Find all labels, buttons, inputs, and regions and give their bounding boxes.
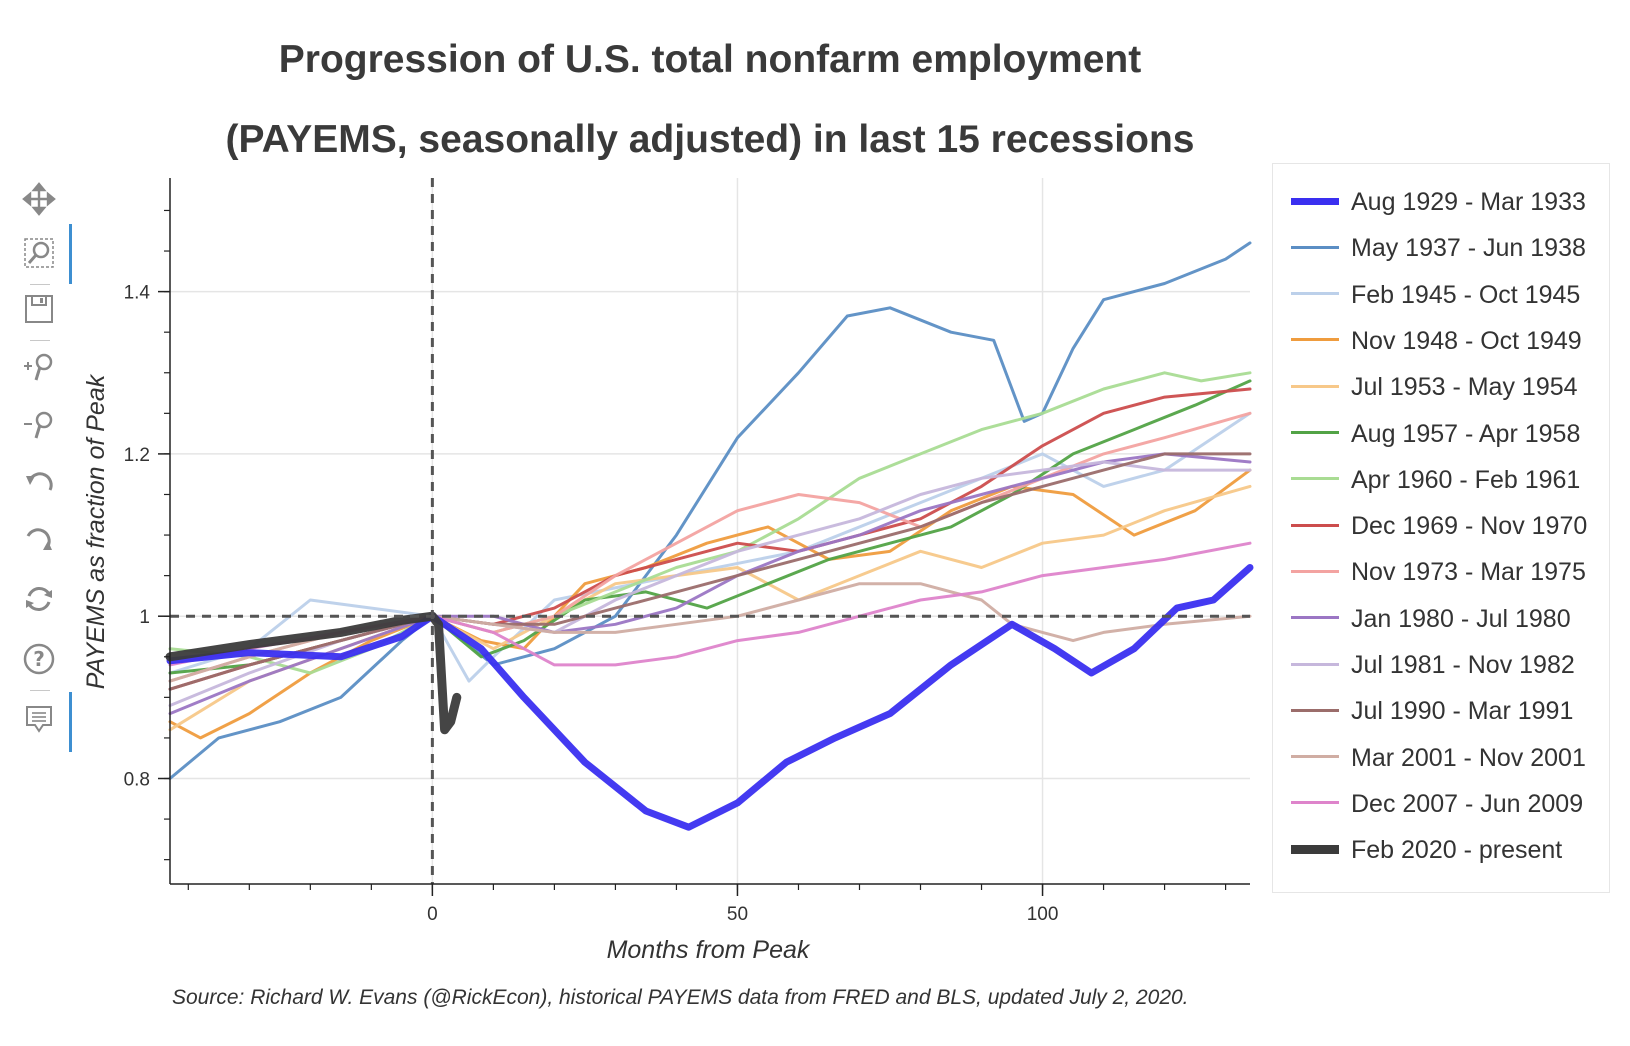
help-icon[interactable]: ? [22,642,56,676]
series-line-6 [168,371,1252,675]
legend-swatch [1291,523,1339,527]
hover-active-indicator [69,692,72,752]
legend-item[interactable]: Aug 1957 - Apr 1958 [1291,416,1611,456]
chart-toolbar: ? [14,182,76,782]
legend-swatch [1291,338,1339,342]
toolbar-divider [30,690,50,691]
legend-label: Aug 1957 - Apr 1958 [1351,419,1581,448]
zoom-out-icon[interactable] [22,408,56,442]
legend-label: May 1937 - Jun 1938 [1351,234,1586,263]
hover-icon[interactable] [22,702,56,736]
svg-text:?: ? [33,647,45,671]
y-axis-label: PAYEMS as fraction of Peak [82,373,110,689]
legend: Aug 1929 - Mar 1933 May 1937 - Jun 1938 Fe… [1272,163,1610,893]
legend-item[interactable]: Jul 1990 - Mar 1991 [1291,693,1611,733]
legend-item[interactable]: Apr 1960 - Feb 1961 [1291,462,1611,502]
legend-swatch [1291,569,1339,573]
legend-label: Apr 1960 - Feb 1961 [1351,465,1581,494]
legend-swatch [1291,801,1339,805]
reset-icon[interactable] [22,582,56,616]
zoom-in-icon[interactable] [22,350,56,384]
legend-label: Jul 1953 - May 1954 [1351,373,1578,402]
x-tick-label: 0 [427,904,438,925]
legend-label: Nov 1948 - Oct 1949 [1351,326,1582,355]
series-line-1 [168,241,1252,780]
legend-swatch [1291,197,1339,205]
legend-swatch [1291,292,1339,296]
legend-item[interactable]: Jul 1981 - Nov 1982 [1291,647,1611,687]
reference-lines [170,178,1250,884]
pan-icon[interactable] [22,182,56,216]
legend-label: Dec 2007 - Jun 2009 [1351,789,1584,818]
series-line-0 [166,564,1254,831]
legend-item[interactable]: Feb 1945 - Oct 1945 [1291,277,1611,317]
y-tick-label: 1.4 [124,283,151,304]
redo-icon[interactable] [22,524,56,558]
chart-subtitle: (PAYEMS, seasonally adjusted) in last 15… [225,118,1195,161]
legend-label: Jan 1980 - Jul 1980 [1351,604,1571,633]
legend-label: Mar 2001 - Nov 2001 [1351,743,1586,772]
x-tick-label: 50 [727,904,748,925]
axes: 0 50 100 0.8 1 1.2 1.4 [124,178,1250,925]
x-axis-label: Months from Peak [607,936,811,964]
toolbar-divider [30,284,50,285]
legend-item[interactable]: Mar 2001 - Nov 2001 [1291,740,1611,780]
legend-label: Aug 1929 - Mar 1933 [1351,188,1586,216]
legend-swatch [1291,844,1339,854]
save-icon[interactable] [22,292,56,326]
legend-swatch [1291,245,1339,249]
legend-label: Nov 1973 - Mar 1975 [1351,558,1586,587]
legend-swatch [1291,477,1339,481]
legend-item[interactable]: Jan 1980 - Jul 1980 [1291,601,1611,641]
x-tick-label: 100 [1027,904,1059,925]
legend-swatch [1291,431,1339,434]
legend-swatch [1291,616,1339,620]
legend-item[interactable]: Feb 2020 - present [1291,832,1611,872]
y-tick-label: 1 [139,607,150,628]
legend-swatch [1291,708,1339,712]
legend-swatch [1291,384,1339,388]
legend-item[interactable]: Aug 1929 - Mar 1933 [1291,184,1611,224]
chart-title: Progression of U.S. total nonfarm employ… [278,38,1142,81]
legend-item[interactable]: May 1937 - Jun 1938 [1291,230,1611,270]
source-note: Source: Richard W. Evans (@RickEcon), hi… [172,986,1189,1009]
legend-item[interactable]: Dec 1969 - Nov 1970 [1291,508,1611,548]
series-lines [165,241,1254,831]
box-zoom-icon[interactable] [22,236,56,270]
legend-item[interactable]: Jul 1953 - May 1954 [1291,369,1611,409]
legend-label: Dec 1969 - Nov 1970 [1351,512,1588,541]
legend-item[interactable]: Dec 2007 - Jun 2009 [1291,786,1611,826]
legend-label: Feb 2020 - present [1351,836,1563,865]
legend-item[interactable]: Nov 1948 - Oct 1949 [1291,323,1611,363]
legend-label: Feb 1945 - Oct 1945 [1351,280,1581,309]
legend-swatch [1291,755,1339,759]
legend-swatch [1291,662,1339,666]
undo-icon[interactable] [22,466,56,500]
y-tick-label: 1.2 [124,445,150,466]
legend-label: Jul 1981 - Nov 1982 [1351,651,1575,679]
grid [170,178,1250,884]
legend-label: Jul 1990 - Mar 1991 [1351,697,1574,726]
legend-item[interactable]: Nov 1973 - Mar 1975 [1291,554,1611,594]
box-zoom-active-indicator [69,224,72,284]
y-tick-label: 0.8 [124,770,150,791]
toolbar-divider [30,340,50,341]
